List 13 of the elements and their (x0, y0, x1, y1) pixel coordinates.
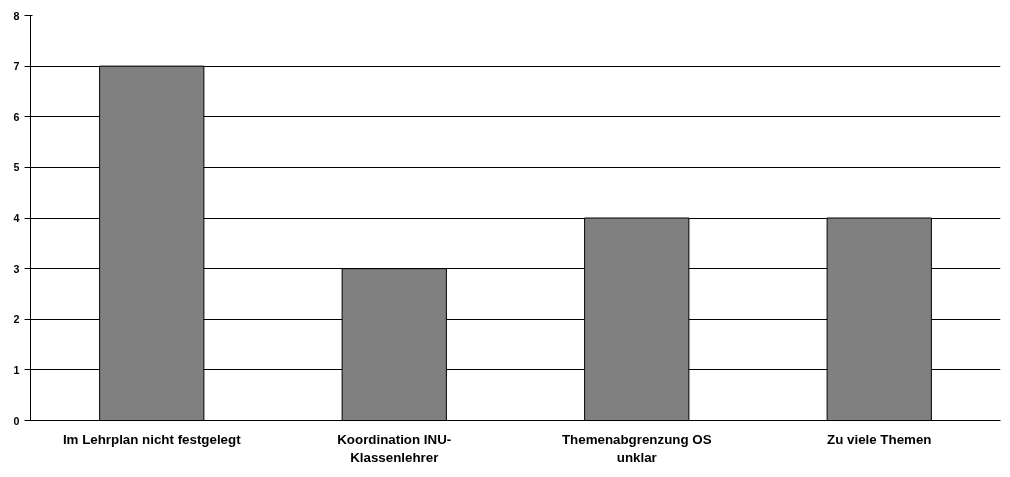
y-tick-label: 3 (13, 262, 20, 275)
y-tick-label: 7 (13, 60, 20, 73)
x-tick-label: Themenabgrenzung OS unklar (561, 431, 712, 465)
y-tick-label: 6 (13, 110, 20, 123)
x-tick-label: Zu viele Themen (827, 431, 932, 447)
x-tick-label: Koordination INU- Klassenlehrer (337, 431, 452, 465)
y-tick-label: 8 (13, 9, 20, 22)
y-tick-label: 1 (13, 363, 20, 376)
x-tick-label: Im Lehrplan nicht festgelegt (62, 431, 242, 447)
y-tick-label: 4 (13, 212, 20, 224)
y-tick-label: 0 (13, 414, 20, 427)
y-tick-label: 2 (13, 313, 20, 326)
y-tick-label: 5 (13, 161, 20, 174)
